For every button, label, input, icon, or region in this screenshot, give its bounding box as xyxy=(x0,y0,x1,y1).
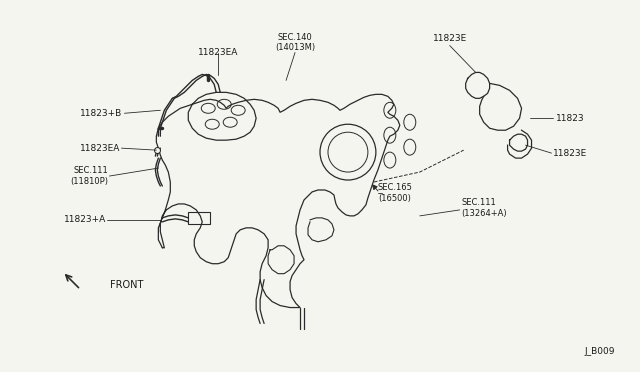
FancyBboxPatch shape xyxy=(188,212,210,224)
Text: 11823: 11823 xyxy=(556,114,584,123)
Text: FRONT: FRONT xyxy=(111,280,144,290)
Text: 11823+B: 11823+B xyxy=(80,109,122,118)
Text: 11823E: 11823E xyxy=(552,149,587,158)
Text: SEC.140
(14013M): SEC.140 (14013M) xyxy=(275,33,315,52)
Text: 11823E: 11823E xyxy=(433,34,467,43)
Text: J_B009: J_B009 xyxy=(585,347,615,356)
Text: 11823EA: 11823EA xyxy=(80,144,120,153)
Text: 11823EA: 11823EA xyxy=(198,48,239,57)
Text: SEC.165
(16500): SEC.165 (16500) xyxy=(378,183,413,203)
Text: 11823+A: 11823+A xyxy=(64,215,106,224)
Text: SEC.111
(11810P): SEC.111 (11810P) xyxy=(70,166,108,186)
Text: SEC.111
(13264+A): SEC.111 (13264+A) xyxy=(461,198,508,218)
